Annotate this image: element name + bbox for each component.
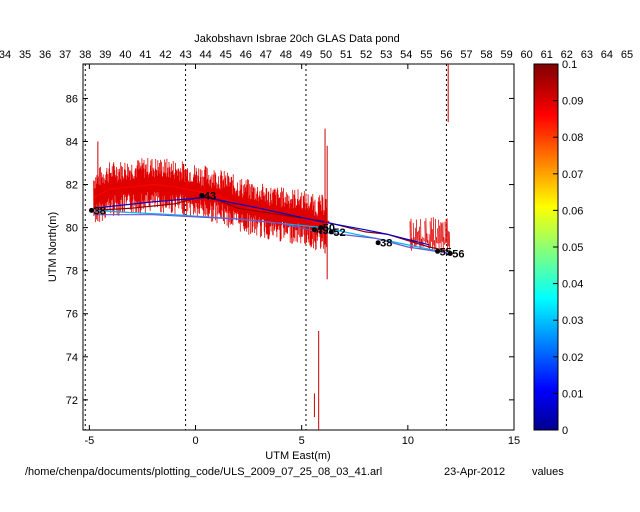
y-tick-label-3: 78	[66, 266, 78, 278]
annotation-label-5: 38	[380, 238, 392, 250]
series-line-1	[93, 194, 451, 252]
top-tick-label-1: 35	[19, 49, 31, 61]
top-tick-label-30: 64	[601, 49, 613, 61]
y-axis-label: UTM North(m)	[47, 212, 59, 282]
annotation-marker-3	[328, 229, 334, 235]
dashed-guides	[84, 64, 447, 430]
colorbar-tick-label-3: 0.03	[562, 315, 583, 327]
colorbar-tick-label-2: 0.02	[562, 352, 583, 364]
y-tick-label-2: 76	[66, 309, 78, 321]
annotation-marker-0	[88, 207, 94, 213]
annotation-marker-5	[375, 240, 381, 246]
annotation-label-0: 38	[93, 205, 105, 217]
top-tick-label-26: 60	[521, 49, 533, 61]
colorbar-tick-label-9: 0.09	[562, 96, 583, 108]
annotation-marker-7	[447, 250, 453, 256]
annotation-marker-1	[199, 192, 205, 198]
series-line-3	[93, 196, 430, 246]
colorbar-tick-label-10: 0.1	[562, 59, 577, 71]
y-axis-ticks: 72 74 76 78 80 82 84 86	[66, 93, 514, 407]
top-tick-label-9: 43	[179, 49, 191, 61]
colorbar-ticks: 0 0.01 0.02 0.03 0.04 0.05 0.06 0.07 0.08 0.09 0.1	[553, 59, 583, 437]
colorbar-tick-label-8: 0.08	[562, 132, 583, 144]
x-tick-label-0: -5	[84, 435, 94, 447]
y-tick-label-1: 74	[66, 352, 78, 364]
top-tick-label-6: 40	[119, 49, 131, 61]
top-tick-label-20: 54	[400, 49, 412, 61]
x-tick-label-4: 15	[508, 435, 520, 447]
colorbar-tick-label-4: 0.04	[562, 279, 583, 291]
chart-title: Jakobshavn Isbrae 20ch GLAS Data pond	[194, 33, 399, 45]
top-tick-label-13: 47	[260, 49, 272, 61]
colorbar-tick-label-7: 0.07	[562, 169, 583, 181]
top-tick-label-3: 37	[59, 49, 71, 61]
plot-area	[82, 63, 515, 431]
top-tick-label-22: 56	[440, 49, 452, 61]
top-tick-label-24: 58	[480, 49, 492, 61]
colorbar-tick-label-5: 0.05	[562, 242, 583, 254]
y-tick-label-4: 80	[66, 223, 78, 235]
top-tick-label-4: 38	[79, 49, 91, 61]
top-tick-label-14: 48	[280, 49, 292, 61]
annotation-label-3: 52	[333, 227, 345, 239]
colorbar-tick-label-1: 0.01	[562, 388, 583, 400]
top-axis-ticks: 34 35 36 37 38 39 40 41 42 43 44 45 46 47 48 49 50 51 52 53…	[0, 49, 633, 61]
top-tick-label-19: 53	[380, 49, 392, 61]
top-tick-label-0: 34	[0, 49, 11, 61]
y-tick-label-7: 86	[66, 93, 78, 105]
annotation-marker-6	[435, 248, 441, 254]
footer-date: 23-Apr-2012	[444, 466, 506, 478]
top-tick-label-11: 45	[220, 49, 232, 61]
annotation-marker-4	[311, 227, 317, 233]
x-axis-ticks: -5 0 5 10 15	[84, 64, 520, 447]
x-tick-label-1: 0	[192, 435, 198, 447]
top-tick-label-2: 36	[39, 49, 51, 61]
top-tick-label-29: 63	[581, 49, 593, 61]
annotation-label-1: 43	[204, 190, 216, 202]
top-tick-label-27: 61	[541, 49, 553, 61]
top-tick-label-12: 46	[240, 49, 252, 61]
top-tick-label-5: 39	[99, 49, 111, 61]
y-tick-label-6: 84	[66, 137, 78, 149]
top-tick-label-18: 52	[360, 49, 372, 61]
top-tick-label-16: 50	[320, 49, 332, 61]
annotation-label-7: 56	[452, 248, 464, 260]
y-tick-label-0: 72	[66, 395, 78, 407]
vertical-spikes	[97, 64, 449, 430]
top-tick-label-28: 62	[561, 49, 573, 61]
top-tick-label-10: 44	[200, 49, 212, 61]
top-tick-label-8: 42	[159, 49, 171, 61]
top-tick-label-21: 55	[420, 49, 432, 61]
top-tick-label-25: 59	[500, 49, 512, 61]
top-tick-label-15: 49	[300, 49, 312, 61]
x-tick-label-2: 5	[299, 435, 305, 447]
series-line-4	[93, 214, 451, 255]
footer-path: /home/chenpa/documents/plotting_code/ULS…	[25, 466, 383, 478]
top-tick-label-23: 57	[460, 49, 472, 61]
top-tick-label-31: 65	[621, 49, 633, 61]
x-axis-label: UTM East(m)	[265, 450, 330, 462]
colorbar-label: values	[532, 466, 564, 478]
colorbar-tick-label-0: 0	[562, 425, 568, 437]
x-tick-label-3: 10	[402, 435, 414, 447]
top-tick-label-17: 51	[340, 49, 352, 61]
top-tick-label-7: 41	[139, 49, 151, 61]
series-lines	[93, 183, 451, 255]
annotation-marker-2	[318, 225, 324, 231]
annotation-label-4: 49	[316, 225, 328, 237]
y-tick-label-5: 82	[66, 180, 78, 192]
colorbar-tick-label-6: 0.06	[562, 205, 583, 217]
